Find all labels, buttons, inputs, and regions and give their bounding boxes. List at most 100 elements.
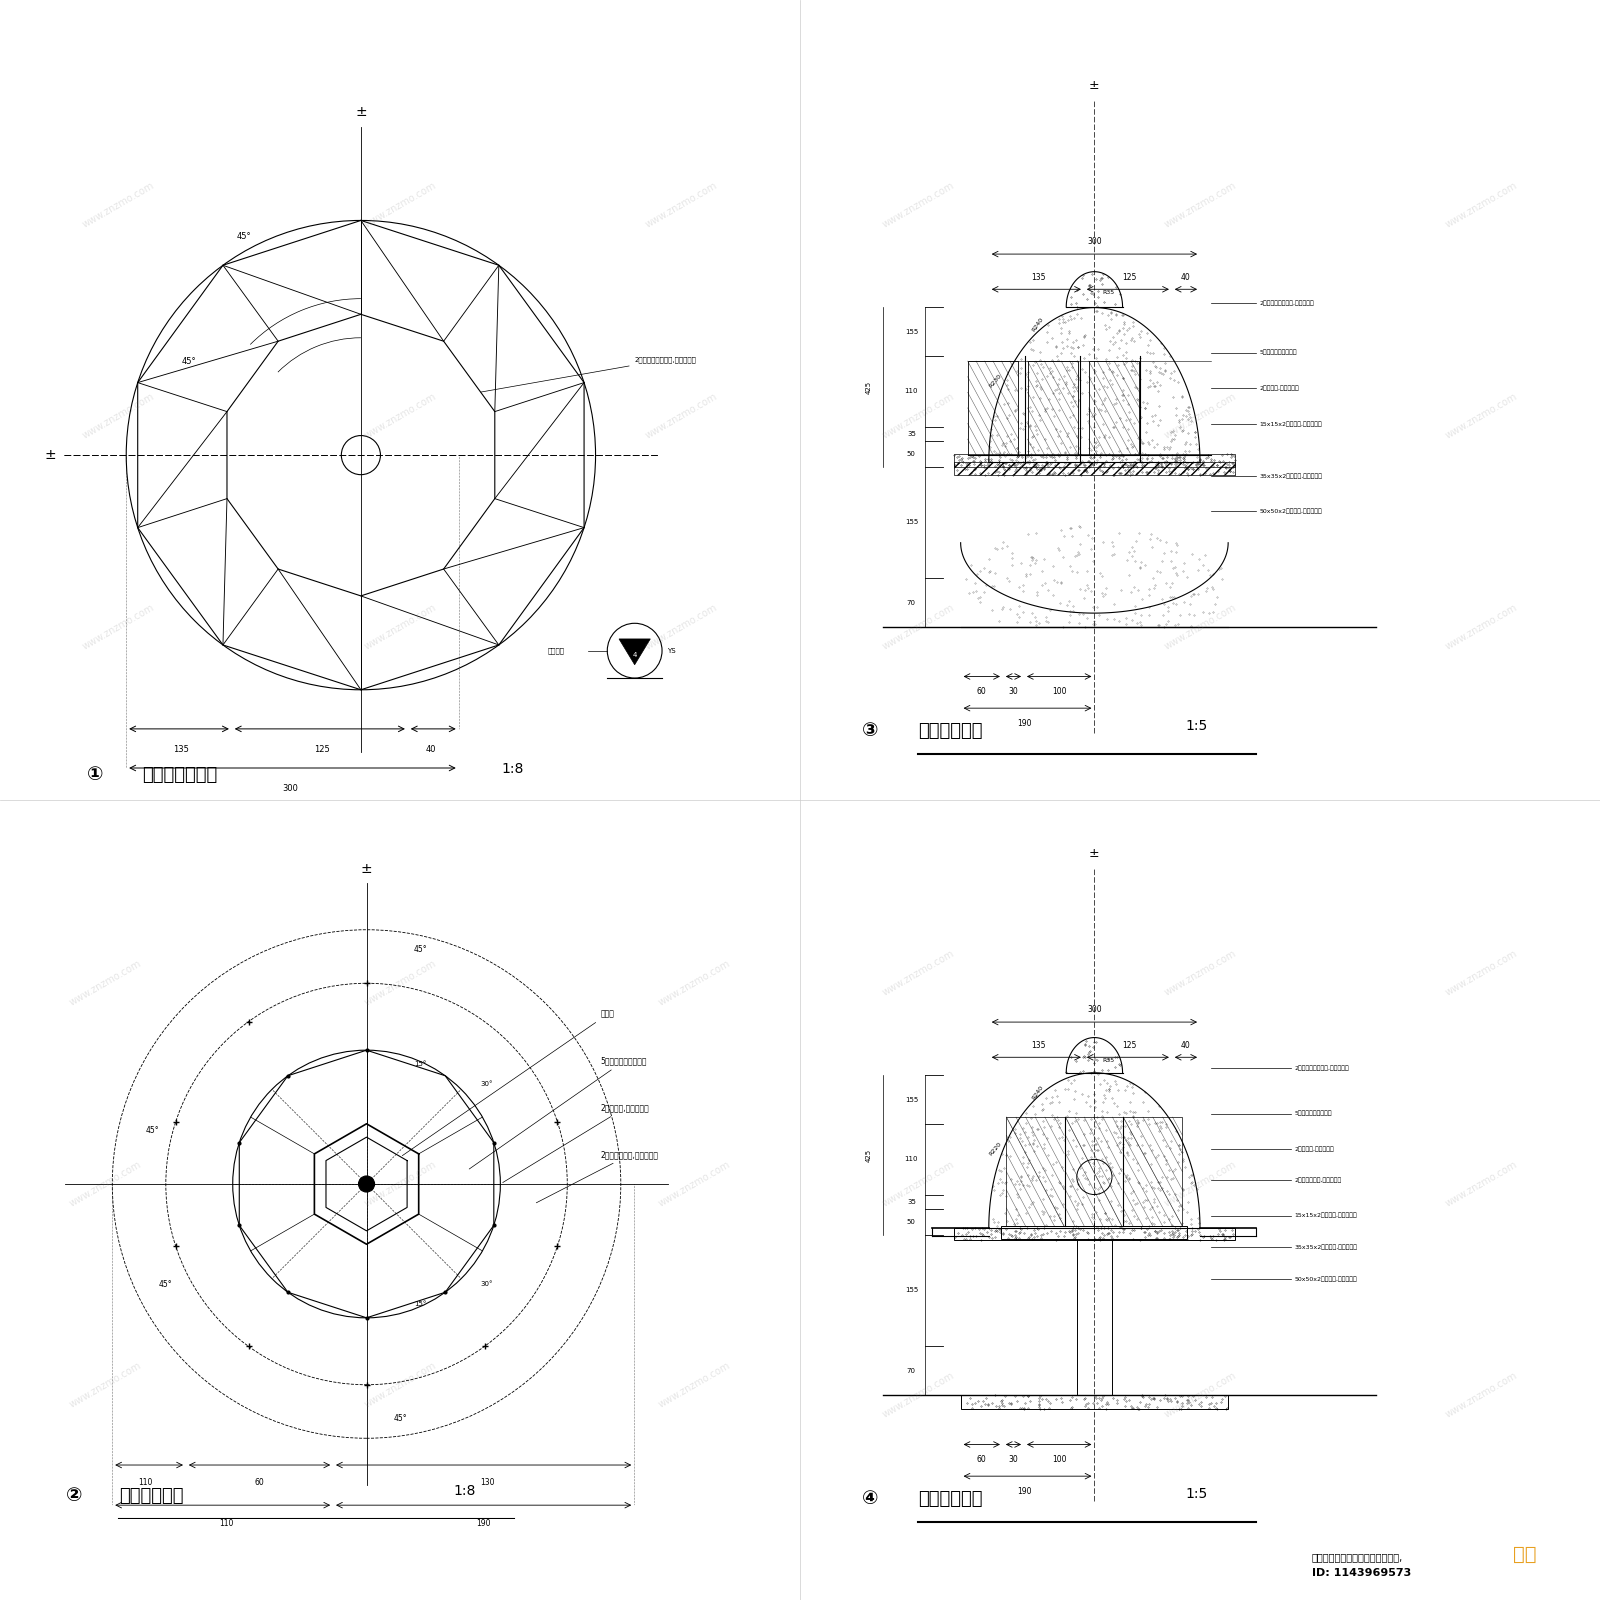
Text: 5厚磨砂面水珠纹玻璃: 5厚磨砂面水珠纹玻璃 [469, 1056, 648, 1170]
Text: 50x50x2厚钢方通,面饰灰色漆: 50x50x2厚钢方通,面饰灰色漆 [1294, 1277, 1357, 1282]
Text: ±: ± [1090, 846, 1099, 861]
Text: 35x35x2厚钢方通,面饰灰色漆: 35x35x2厚钢方通,面饰灰色漆 [1294, 1245, 1357, 1250]
Text: 30°: 30° [480, 1080, 493, 1086]
Text: ID: 1143969573: ID: 1143969573 [1312, 1568, 1411, 1578]
Text: 155: 155 [904, 1096, 918, 1102]
Text: 1:8: 1:8 [502, 762, 525, 776]
Text: www.znzmo.com: www.znzmo.com [1162, 1371, 1238, 1419]
Text: 5厚磨砂面水珠纹玻璃: 5厚磨砂面水珠纹玻璃 [1294, 1110, 1331, 1117]
Text: 节能灯: 节能灯 [402, 1010, 614, 1155]
Text: R240: R240 [1032, 317, 1045, 333]
Text: 155: 155 [904, 520, 918, 525]
Text: 15x15x2厚钢方通,面饰灰色漆: 15x15x2厚钢方通,面饰灰色漆 [1259, 422, 1322, 427]
Text: www.znzmo.com: www.znzmo.com [880, 603, 957, 651]
Text: www.znzmo.com: www.znzmo.com [656, 958, 733, 1008]
Text: R220: R220 [989, 1141, 1003, 1157]
Text: 45°: 45° [413, 946, 427, 954]
Text: 110: 110 [904, 1157, 918, 1162]
Text: www.znzmo.com: www.znzmo.com [1162, 949, 1238, 997]
Text: www.znzmo.com: www.znzmo.com [1162, 603, 1238, 651]
Bar [1027, 362, 1078, 454]
Text: www.znzmo.com: www.znzmo.com [880, 392, 957, 440]
Text: www.znzmo.com: www.znzmo.com [1443, 181, 1520, 229]
Text: www.znzmo.com: www.znzmo.com [1162, 1160, 1238, 1208]
Text: 2厚异形钢,面饰灰色漆: 2厚异形钢,面饰灰色漆 [1259, 386, 1299, 390]
Text: 70: 70 [907, 1368, 915, 1373]
Text: 特色灯剖面图: 特色灯剖面图 [918, 1490, 982, 1507]
Text: 125: 125 [1123, 1042, 1136, 1050]
Text: ①: ① [86, 765, 104, 784]
Text: www.znzmo.com: www.znzmo.com [1443, 1160, 1520, 1208]
Text: 知茉: 知茉 [1512, 1546, 1536, 1565]
Text: 40: 40 [1181, 274, 1190, 282]
Text: 50: 50 [907, 1219, 915, 1226]
Text: 1:5: 1:5 [1186, 1486, 1208, 1501]
Text: www.znzmo.com: www.znzmo.com [880, 1371, 957, 1419]
Text: 190: 190 [1016, 1486, 1032, 1496]
Text: 130: 130 [480, 1478, 494, 1488]
Bar [954, 462, 1235, 475]
Circle shape [358, 1176, 374, 1192]
Text: R35: R35 [1102, 1058, 1115, 1064]
Bar [960, 1395, 1229, 1410]
Text: 特色灯平面图: 特色灯平面图 [118, 1486, 184, 1506]
Text: 35x35x2厚钢方通,面饰灰色漆: 35x35x2厚钢方通,面饰灰色漆 [1259, 474, 1322, 478]
Text: www.znzmo.com: www.znzmo.com [643, 181, 720, 229]
Text: 45°: 45° [394, 1414, 406, 1422]
Text: www.znzmo.com: www.znzmo.com [1443, 392, 1520, 440]
Text: www.znzmo.com: www.znzmo.com [80, 603, 157, 651]
Bar [968, 362, 1018, 454]
Text: 5厚磨砂面水珠纹玻璃: 5厚磨砂面水珠纹玻璃 [1259, 350, 1296, 355]
Text: 50x50x2厚钢方通,面饰灰色漆: 50x50x2厚钢方通,面饰灰色漆 [1259, 509, 1322, 514]
Text: 45°: 45° [237, 232, 251, 240]
Text: 特色灯顶平面图: 特色灯顶平面图 [142, 766, 218, 784]
Text: www.znzmo.com: www.znzmo.com [80, 181, 157, 229]
Text: www.znzmo.com: www.znzmo.com [1162, 181, 1238, 229]
Text: 155: 155 [904, 1288, 918, 1293]
Polygon shape [619, 638, 650, 664]
Text: 35: 35 [907, 1200, 915, 1205]
Text: 1:5: 1:5 [1186, 718, 1208, 733]
Bar [1077, 1240, 1112, 1395]
Text: 110: 110 [139, 1478, 154, 1488]
Text: 15°: 15° [414, 1301, 426, 1307]
Text: www.znzmo.com: www.znzmo.com [656, 1360, 733, 1410]
Text: www.znzmo.com: www.znzmo.com [67, 958, 144, 1008]
Text: 300: 300 [1086, 237, 1102, 246]
Text: 50: 50 [907, 451, 915, 458]
Text: 2厚镀锌钢板灯顶盖,面饰灰色漆: 2厚镀锌钢板灯顶盖,面饰灰色漆 [1294, 1066, 1349, 1070]
Text: 特色灯立面图: 特色灯立面图 [918, 722, 982, 739]
Text: 30°: 30° [480, 1282, 493, 1288]
Text: 45°: 45° [181, 357, 197, 366]
Text: www.znzmo.com: www.znzmo.com [362, 603, 438, 651]
Text: 35: 35 [907, 432, 915, 437]
Bar [954, 454, 1235, 467]
Text: 40: 40 [426, 744, 437, 754]
Text: www.znzmo.com: www.znzmo.com [880, 949, 957, 997]
Text: 70: 70 [907, 600, 915, 605]
Text: 30: 30 [1008, 1454, 1018, 1464]
Text: 2厚异形钢,面饰灰色漆: 2厚异形钢,面饰灰色漆 [1294, 1146, 1334, 1152]
Text: www.znzmo.com: www.znzmo.com [643, 392, 720, 440]
Text: R240: R240 [1032, 1085, 1045, 1101]
Text: ②: ② [66, 1486, 82, 1506]
Text: 135: 135 [1030, 274, 1045, 282]
Text: 15x15x2厚钢方通,面饰灰色漆: 15x15x2厚钢方通,面饰灰色漆 [1294, 1213, 1357, 1219]
Text: www.znzmo.com: www.znzmo.com [362, 1160, 438, 1208]
Text: 45°: 45° [158, 1280, 173, 1290]
Text: www.znzmo.com: www.znzmo.com [1162, 392, 1238, 440]
Text: 2厚镀锌钢板盖,面饰灰色漆: 2厚镀锌钢板盖,面饰灰色漆 [1294, 1178, 1341, 1184]
Text: ±: ± [360, 862, 373, 877]
Text: 40: 40 [1181, 1042, 1190, 1050]
Text: www.znzmo.com: www.znzmo.com [362, 392, 438, 440]
Text: 425: 425 [866, 381, 872, 395]
Text: R35: R35 [1102, 290, 1115, 296]
Text: 4: 4 [632, 651, 637, 658]
Text: www.znzmo.com: www.znzmo.com [1443, 949, 1520, 997]
Text: www.znzmo.com: www.znzmo.com [880, 1160, 957, 1208]
Text: 剖面图详: 剖面图详 [547, 648, 565, 654]
Text: 425: 425 [866, 1149, 872, 1163]
Text: 190: 190 [477, 1518, 491, 1528]
Text: 100: 100 [1051, 1454, 1067, 1464]
Text: www.znzmo.com: www.znzmo.com [880, 181, 957, 229]
